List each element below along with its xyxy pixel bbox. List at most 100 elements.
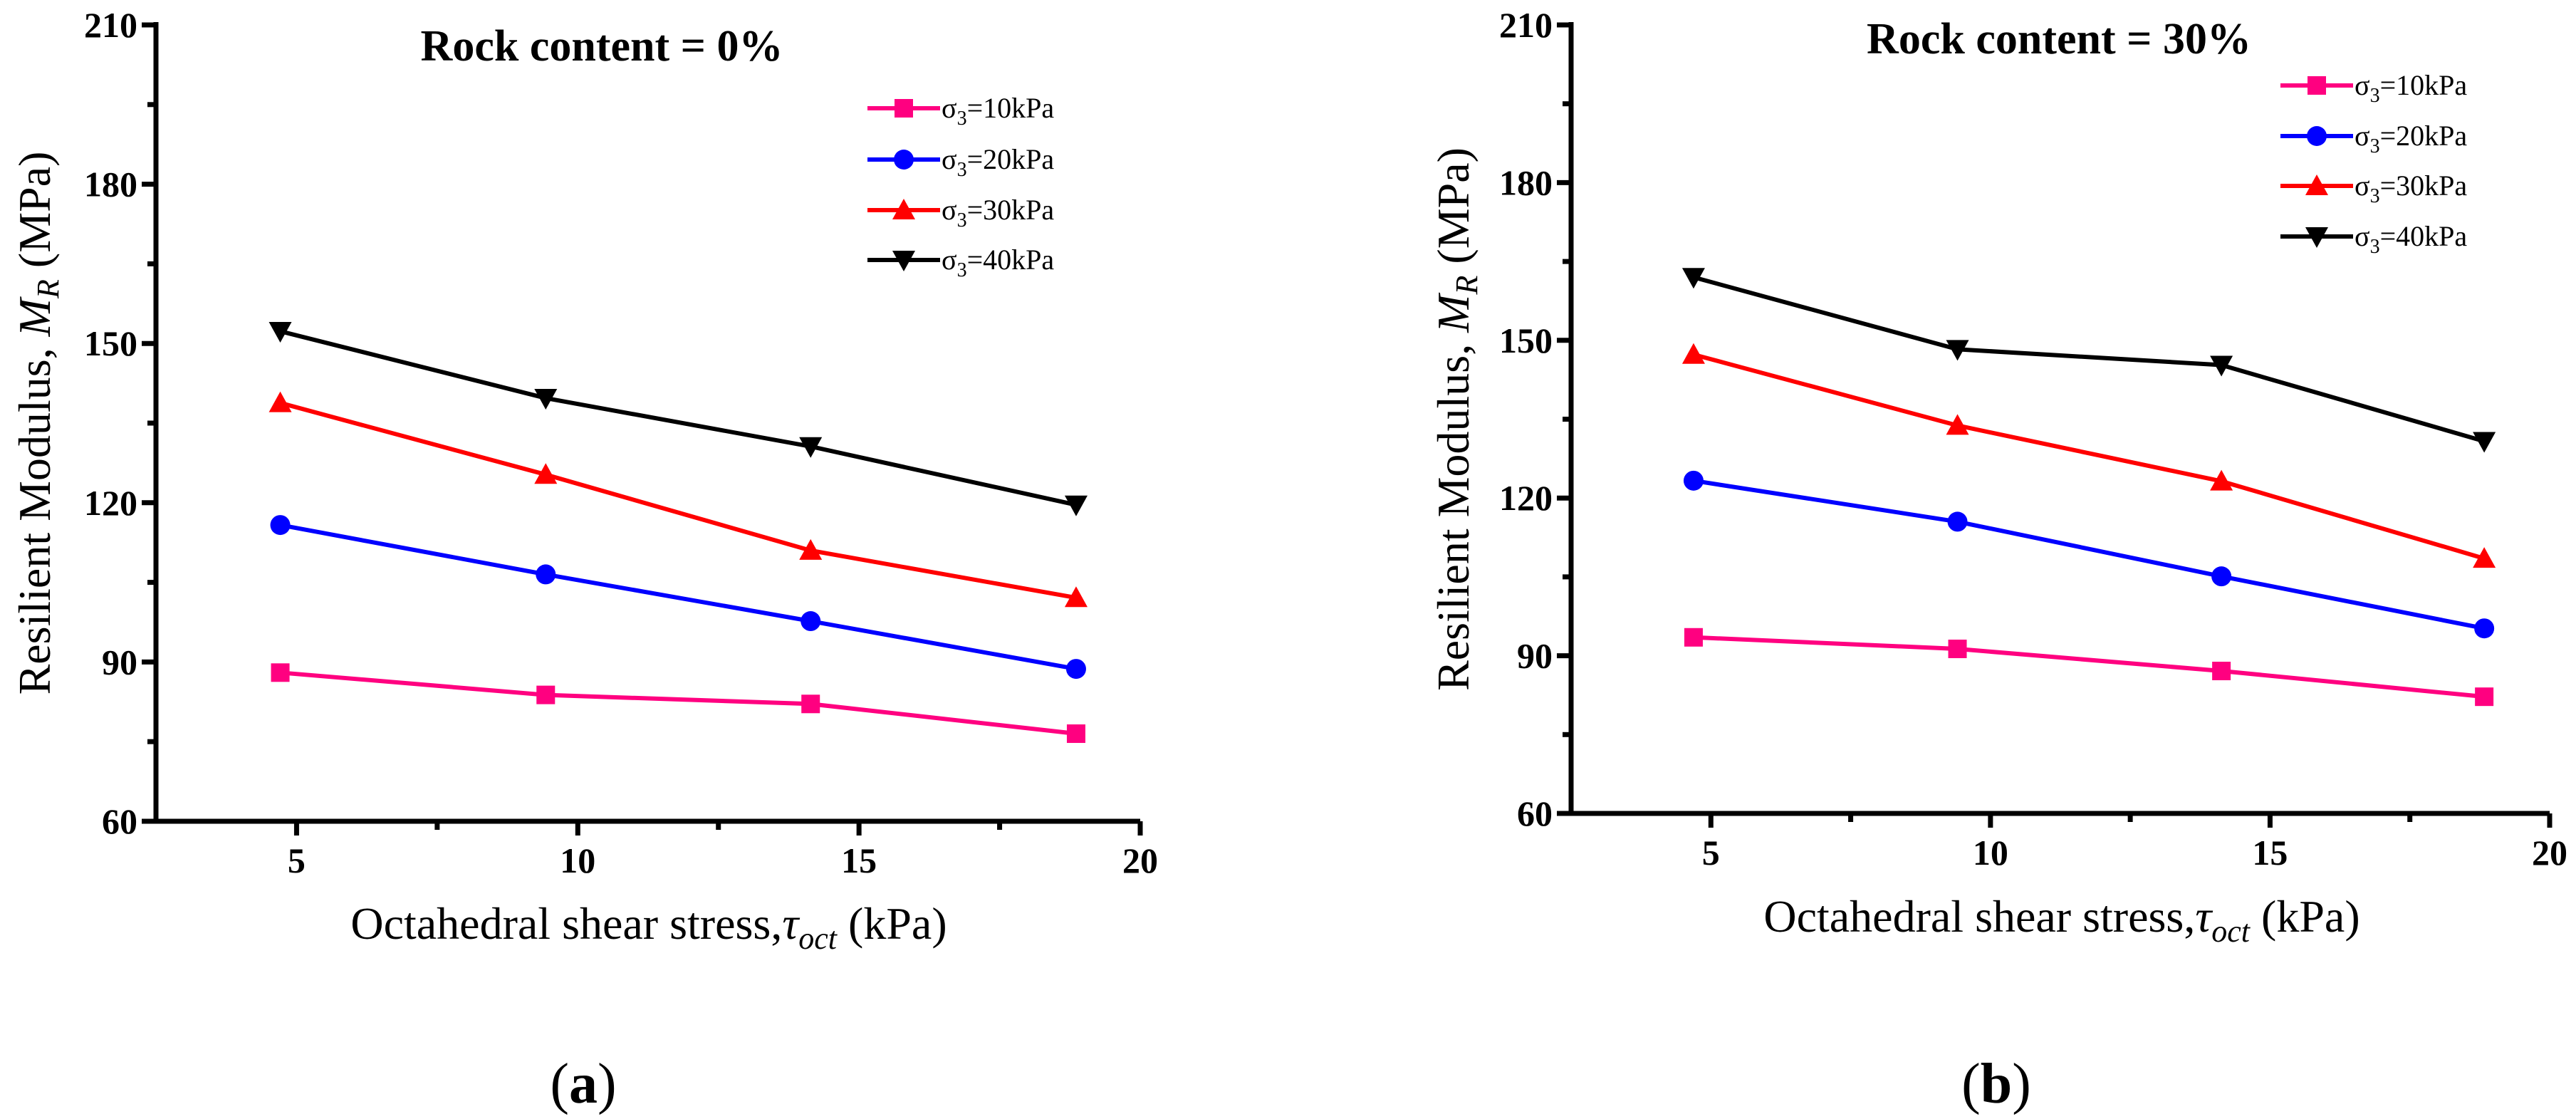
y-tick-label: 150 (1499, 321, 1553, 360)
series-line (279, 523, 1077, 672)
y-tick-label: 60 (1517, 793, 1553, 833)
data-point (1064, 495, 1088, 516)
y-axis-title-text: Resilient Modulus, (9, 336, 60, 694)
series-line (279, 329, 1077, 507)
data-point (268, 322, 292, 343)
x-axis-title-symbol: τ (2195, 891, 2213, 942)
series-30kpa (268, 391, 1088, 608)
data-point (801, 611, 821, 632)
legend-value: =40kPa (2380, 220, 2468, 252)
legend-label: σ3=10kPa (942, 92, 1054, 130)
series-line (1693, 275, 2485, 444)
y-tick-label: 180 (1499, 162, 1553, 202)
chart-a: 60 90 120 150 180 210 5 10 15 20 Rock content = 0%… (9, 5, 1158, 1115)
legend-subscript: 3 (2370, 185, 2380, 207)
data-point (536, 564, 556, 585)
legend-label: σ3=20kPa (2355, 120, 2467, 157)
legend-subscript: 3 (957, 159, 967, 181)
legend-value: =10kPa (2380, 69, 2468, 101)
data-point (536, 685, 556, 704)
legend-marker (895, 99, 913, 118)
x-tick-label: 10 (1973, 833, 2008, 873)
legend-value: =20kPa (2380, 120, 2468, 152)
y-tick-label: 120 (84, 483, 137, 523)
y-tick-label: 210 (84, 5, 137, 45)
panel-letter: a (569, 1053, 598, 1115)
x-axis-title-unit: (kPa) (837, 898, 947, 949)
panel-label: (a) (550, 1053, 616, 1115)
panel-letter: b (1981, 1053, 2013, 1115)
legend-label: σ3=10kPa (2355, 69, 2467, 107)
y-tick-label: 210 (1499, 5, 1553, 45)
legend-label: σ3=40kPa (942, 244, 1054, 281)
legend-marker (2305, 227, 2328, 248)
data-point (2475, 687, 2494, 707)
y-tick-label: 60 (102, 801, 137, 841)
y-tick-label: 120 (1499, 478, 1553, 518)
data-point (271, 663, 290, 682)
x-axis-title-subscript: oct (2211, 914, 2251, 949)
legend-sigma: σ (942, 244, 957, 276)
panel-paren-open: ( (1961, 1053, 1981, 1115)
y-axis-title: Resilient Modulus, MR (MPa) (1428, 147, 1484, 691)
x-axis-title-symbol: τ (782, 898, 800, 949)
y-axis-title-unit: (MPa) (9, 152, 60, 280)
series-line (1693, 352, 2485, 561)
y-tick-label: 90 (102, 642, 137, 682)
data-point (2473, 432, 2496, 453)
y-axis-title-subscript: R (31, 279, 66, 299)
data-point (1948, 640, 1967, 659)
data-point (270, 515, 291, 536)
legend-sigma: σ (942, 143, 957, 175)
series-40kpa (1681, 268, 2496, 453)
x-axis-title: Octahedral shear stress,τoct (kPa) (1763, 891, 2359, 949)
legend-sigma: σ (2355, 170, 2370, 202)
data-point (1681, 343, 1705, 364)
x-axis-title: Octahedral shear stress,τoct (kPa) (350, 898, 947, 956)
data-point (534, 388, 558, 410)
series-40kpa (268, 322, 1088, 516)
legend-subscript: 3 (2370, 85, 2380, 107)
x-tick-label: 5 (288, 840, 306, 880)
legend-marker (2305, 175, 2328, 195)
series-30kpa (1681, 343, 2496, 568)
legend-value: =30kPa (967, 194, 1055, 226)
data-point (801, 694, 820, 714)
y-tick-label: 150 (84, 323, 137, 363)
legend-sigma: σ (2355, 220, 2370, 252)
y-axis-title-symbol: M (9, 296, 60, 337)
x-tick-label: 10 (560, 840, 595, 880)
panel-paren-open: ( (550, 1053, 569, 1115)
data-point (799, 437, 823, 458)
legend-item: σ3=30kPa (867, 194, 1054, 231)
panel-paren-close: ) (598, 1053, 617, 1115)
legend-subscript: 3 (957, 259, 967, 281)
legend-sigma: σ (942, 194, 957, 226)
legend-subscript: 3 (2370, 236, 2380, 258)
data-point (1066, 724, 1085, 744)
x-tick-label: 15 (2252, 833, 2288, 873)
legend-value: =30kPa (2380, 170, 2468, 202)
data-point (2210, 355, 2233, 377)
chart-b: 60 90 120 150 180 210 5 10 15 20 Rock content = 30… (1428, 5, 2567, 1115)
legend-subscript: 3 (957, 108, 967, 130)
legend-item: σ3=10kPa (2280, 69, 2467, 107)
x-tick-label: 5 (1702, 833, 1720, 873)
panel-paren-close: ) (2012, 1053, 2031, 1115)
legend-sigma: σ (942, 92, 957, 124)
y-axis-title-symbol: M (1428, 292, 1479, 333)
series-line (1693, 478, 2485, 631)
legend-item: σ3=40kPa (867, 244, 1054, 281)
y-tick-label: 180 (84, 165, 137, 204)
legend-marker (892, 251, 915, 271)
legend-sigma: σ (2355, 69, 2370, 101)
legend-label: σ3=30kPa (942, 194, 1054, 231)
y-axis-title-text: Resilient Modulus, (1428, 333, 1479, 691)
data-point (1946, 414, 1969, 435)
legend-item: σ3=20kPa (2280, 120, 2467, 157)
legend-item: σ3=40kPa (2280, 220, 2467, 258)
legend-item: σ3=10kPa (867, 92, 1054, 130)
data-point (2210, 469, 2233, 491)
legend-value: =40kPa (967, 244, 1055, 276)
legend-marker (2307, 126, 2327, 146)
